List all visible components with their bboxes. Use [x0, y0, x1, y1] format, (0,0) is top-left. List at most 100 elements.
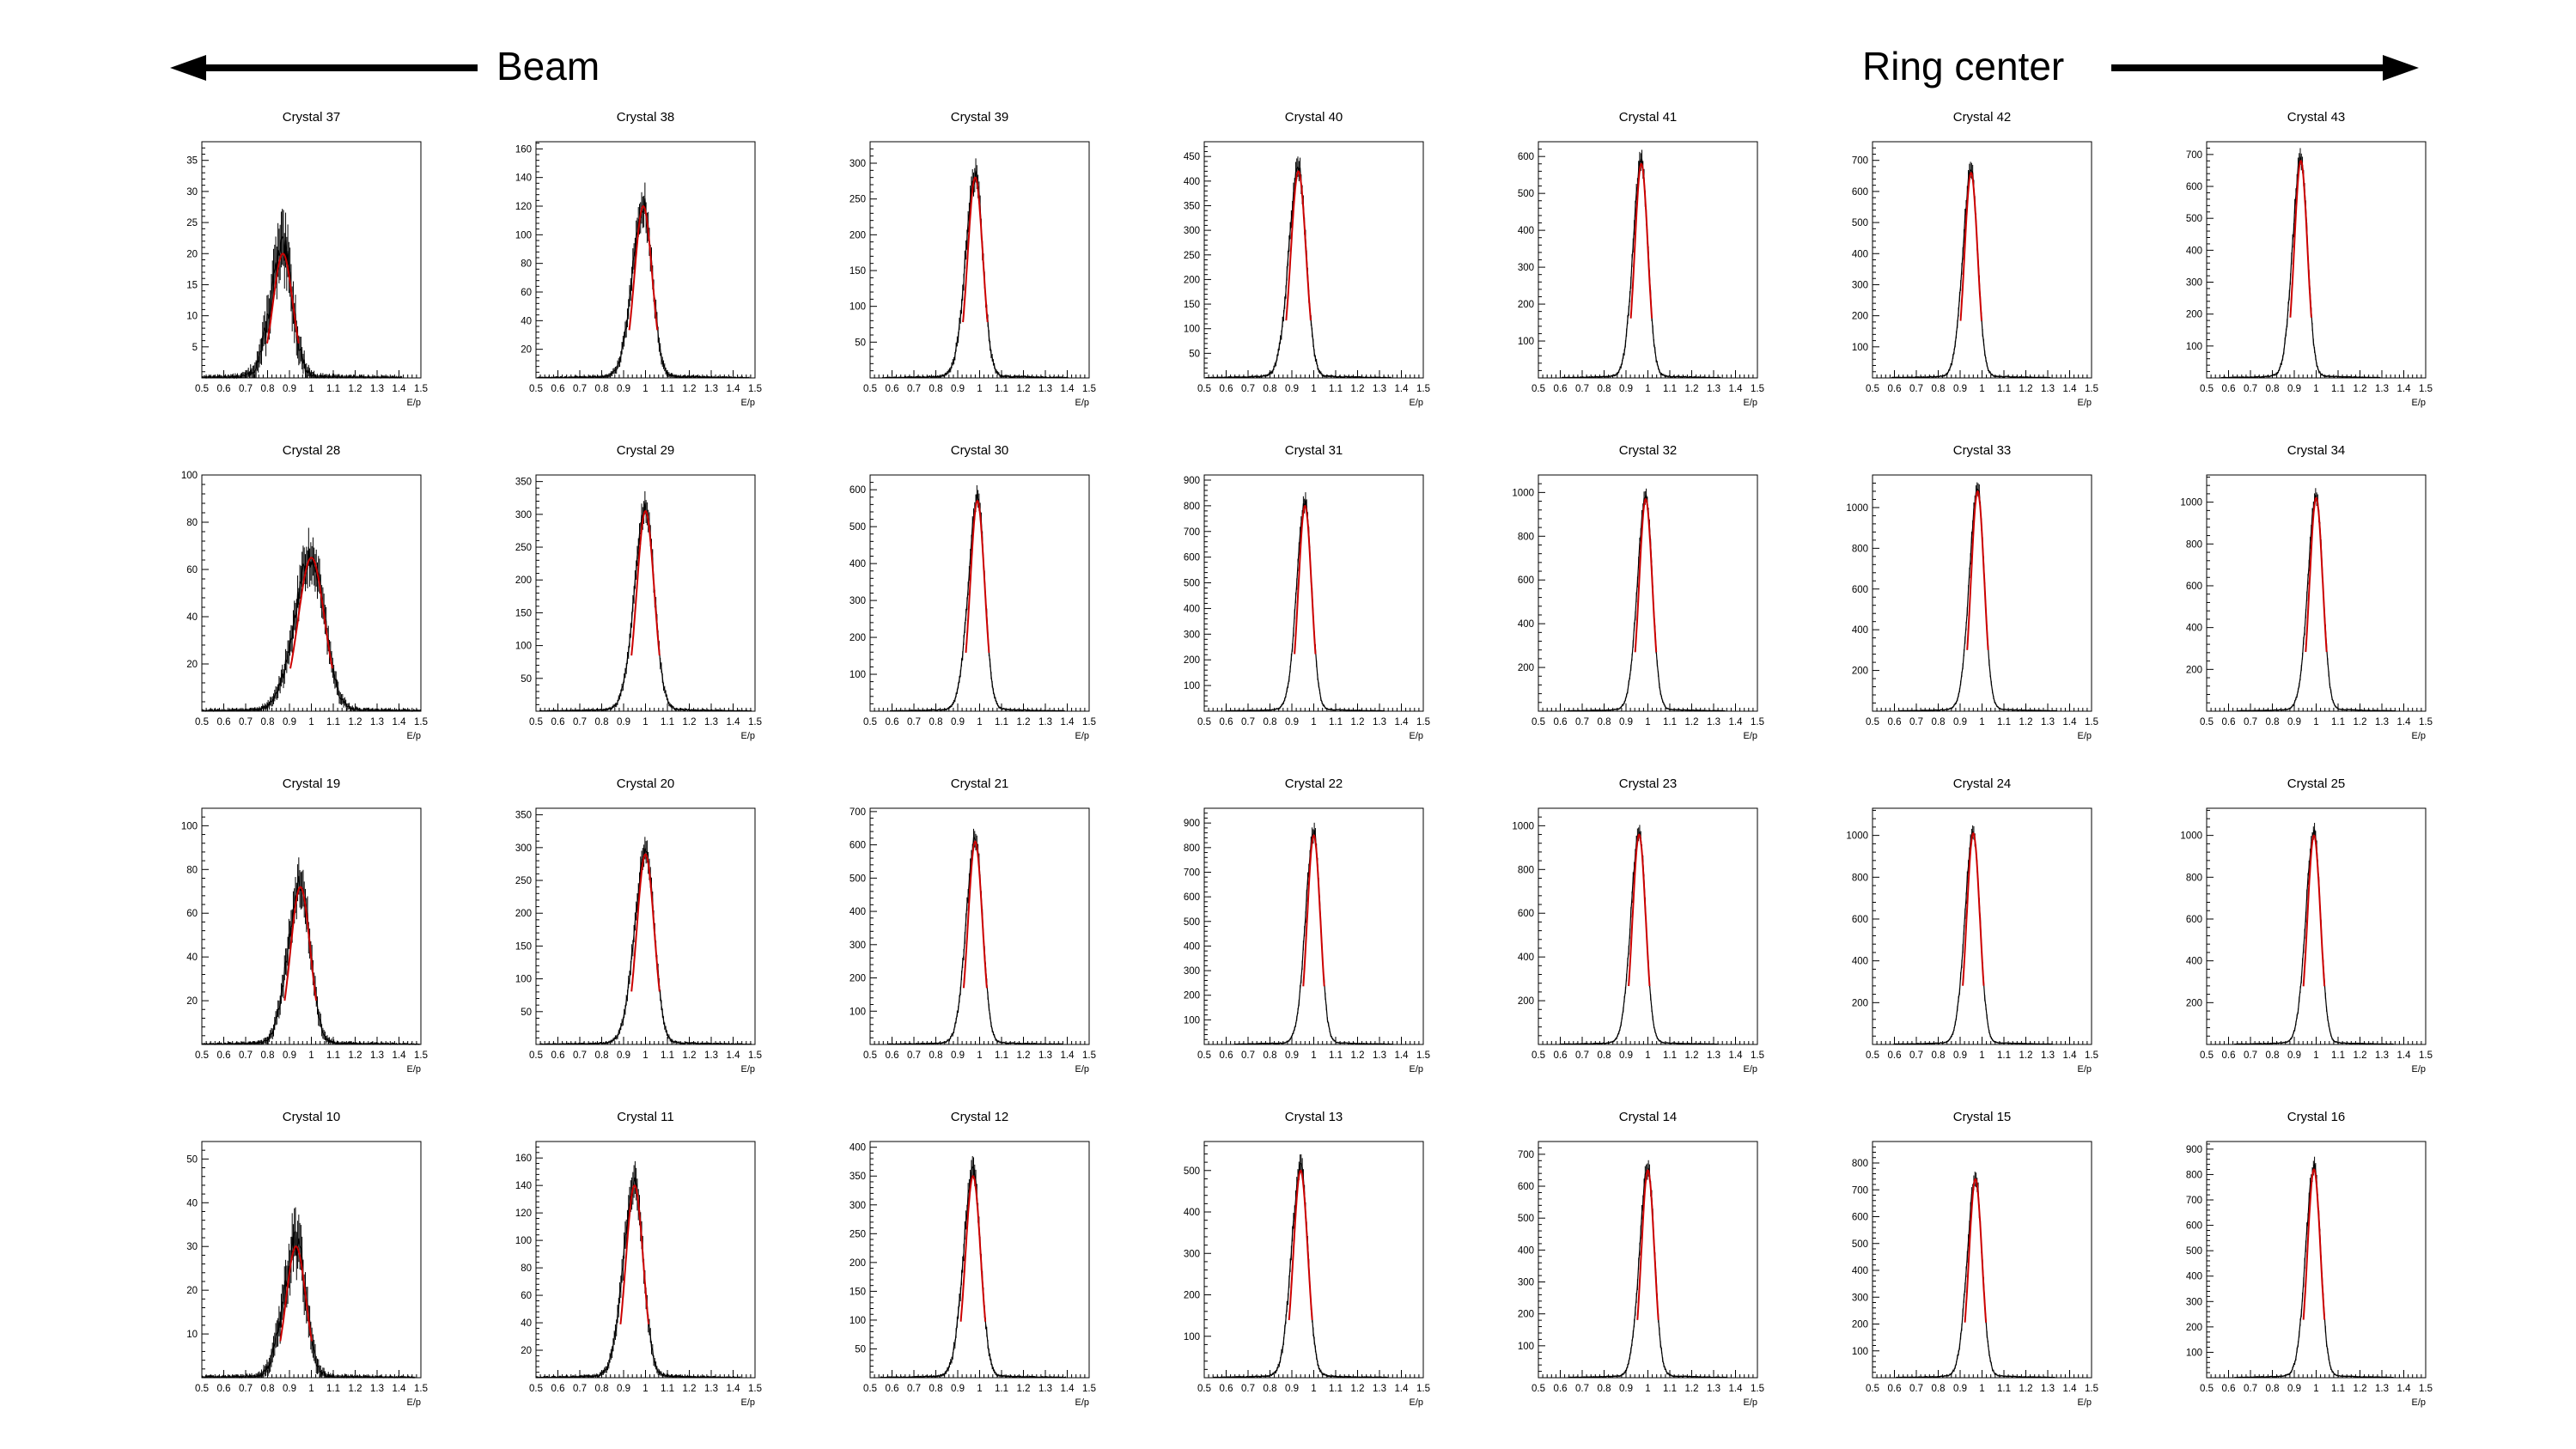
x-tick-label: 1.4	[2063, 717, 2078, 728]
x-tick-label: 1.1	[1997, 717, 2011, 728]
histogram-series	[1897, 482, 2058, 712]
y-tick-label: 80	[186, 518, 198, 528]
x-tick-label: 1.1	[326, 717, 340, 728]
histogram-series	[1561, 149, 1721, 379]
x-tick-label: 1.3	[1373, 1050, 1386, 1061]
y-tick-label: 600	[1184, 892, 1200, 903]
x-tick-label: 1.3	[704, 384, 718, 394]
histogram-panel: Crystal 29 0.5 0.6 0.7 0.8 0.9 1 1.1 1.2 1.3 1.4 1.…	[515, 443, 762, 741]
ring-center-label: Ring center	[1862, 44, 2064, 88]
x-tick-label: 0.6	[1554, 717, 1568, 728]
plot-frame	[1872, 474, 2092, 712]
gaussian-fit	[2305, 496, 2328, 653]
y-tick-label: 25	[186, 218, 198, 228]
y-tick-label: 200	[1184, 991, 1200, 1002]
panel-title: Crystal 32	[1619, 443, 1678, 458]
x-tick-label: 0.8	[595, 384, 609, 394]
x-tick-label: 1.3	[370, 717, 384, 728]
x-tick-label: 1.4	[1729, 384, 1744, 394]
histogram-panel: Crystal 30 0.5 0.6 0.7 0.8 0.9 1 1.1 1.2 1.3 1.4 1.…	[850, 443, 1096, 741]
x-tick-label: 0.9	[1619, 384, 1633, 394]
x-tick-label: 0.8	[1932, 717, 1946, 728]
x-tick-label: 0.5	[529, 717, 543, 728]
histogram-contents	[1897, 488, 2057, 712]
x-tick-label: 0.6	[551, 1050, 565, 1061]
y-tick-label: 350	[515, 478, 532, 488]
x-tick-label: 1.3	[1038, 1050, 1052, 1061]
x-tick-label: 1.4	[727, 384, 741, 394]
histogram-panel: Crystal 21 0.5 0.6 0.7 0.8 0.9 1 1.1 1.2 1.3 1.4 1.…	[850, 776, 1096, 1075]
y-tick-label: 300	[850, 941, 866, 951]
histogram-contents	[890, 494, 1065, 712]
gaussian-fit	[962, 176, 989, 323]
x-tick-label: 1.1	[661, 384, 674, 394]
y-tick-label: 100	[1184, 1015, 1200, 1026]
x-tick-label: 1.3	[370, 1050, 384, 1061]
x-tick-label: 0.6	[551, 717, 565, 728]
ring-center-arrow-head	[2383, 55, 2419, 81]
x-tick-label: 1.2	[1685, 717, 1699, 728]
x-tick-label: 0.9	[2287, 384, 2301, 394]
histogram-panel: Crystal 42 0.5 0.6 0.7 0.8 0.9 1 1.1 1.2 1.3 1.4 1.…	[1852, 110, 2098, 408]
x-tick-label: 1	[642, 384, 648, 394]
x-tick-label: 1.3	[2375, 717, 2389, 728]
y-tick-label: 200	[2186, 665, 2202, 675]
x-tick-label: 0.6	[217, 384, 231, 394]
y-tick-label: 100	[181, 821, 198, 831]
histogram-contents	[202, 546, 421, 712]
x-tick-label: 1.5	[414, 384, 428, 394]
histogram-panel: Crystal 37 0.5 0.6 0.7 0.8 0.9 1 1.1 1.2 1.3 1.4 1.…	[186, 110, 428, 408]
x-tick-label: 0.9	[1953, 384, 1967, 394]
x-tick-label: 0.6	[217, 1050, 231, 1061]
histogram-panel: Crystal 39 0.5 0.6 0.7 0.8 0.9 1 1.1 1.2 1.3 1.4 1.…	[850, 110, 1096, 408]
x-tick-label: 1.5	[414, 717, 428, 728]
x-tick-label: 1.2	[683, 717, 697, 728]
y-tick-label: 40	[521, 316, 532, 326]
y-tick-label: 140	[515, 174, 532, 184]
x-tick-label: 0.9	[1285, 384, 1299, 394]
x-tick-label: 0.6	[886, 384, 899, 394]
panel-title: Crystal 20	[617, 776, 675, 791]
x-tick-label: 0.8	[2266, 717, 2280, 728]
x-tick-label: 0.8	[595, 717, 609, 728]
x-tick-label: 0.5	[1197, 1050, 1211, 1061]
x-axis-label: E/p	[1075, 398, 1089, 408]
x-tick-label: 1.4	[393, 384, 407, 394]
panel-title: Crystal 42	[1953, 110, 2012, 125]
panel-title: Crystal 21	[951, 776, 1009, 791]
y-tick-label: 500	[2186, 214, 2202, 224]
x-axis-label: E/p	[740, 731, 755, 741]
x-tick-label: 1	[1645, 384, 1650, 394]
y-tick-label: 400	[2186, 246, 2202, 256]
x-axis-label: E/p	[2411, 731, 2426, 741]
y-tick-label: 1000	[1512, 488, 1534, 498]
x-tick-label: 0.8	[929, 1050, 943, 1061]
x-tick-label: 1.5	[1751, 717, 1764, 728]
y-tick-label: 600	[1852, 187, 1868, 198]
x-tick-label: 1	[977, 384, 982, 394]
x-tick-label: 1.5	[1416, 1050, 1430, 1061]
gaussian-fit	[1966, 490, 1989, 650]
y-tick-label: 200	[1852, 667, 1868, 677]
x-tick-label: 0.8	[595, 1050, 609, 1061]
x-tick-label: 0.7	[573, 384, 587, 394]
panel-title: Crystal 30	[951, 443, 1009, 458]
x-tick-label: 1.1	[1663, 384, 1677, 394]
y-tick-label: 300	[515, 843, 532, 854]
y-tick-label: 400	[2186, 624, 2202, 634]
x-tick-label: 1.4	[1061, 717, 1075, 728]
beam-arrow-head	[170, 55, 206, 81]
y-tick-label: 50	[521, 674, 532, 685]
histogram-panel: Crystal 230.5 0.6 0.7 0.8 0.9 1 1.1 1.2 1.3 1.4 1.…	[1512, 776, 1764, 1075]
x-tick-label: 1.3	[1707, 717, 1720, 728]
y-tick-label: 40	[186, 953, 198, 963]
y-tick-label: 100	[515, 642, 532, 652]
x-tick-label: 0.7	[1241, 384, 1255, 394]
y-tick-label: 60	[521, 288, 532, 298]
panel-title: Crystal 22	[1285, 776, 1343, 791]
ring-center-direction: Ring center	[1862, 44, 2419, 88]
y-tick-label: 300	[1184, 966, 1200, 977]
x-tick-label: 0.8	[2266, 384, 2280, 394]
plot-frame	[201, 807, 422, 1045]
histogram-grid: Crystal 37 0.5 0.6 0.7 0.8 0.9 1 1.1 1.2 1.3 1.4 1.…	[181, 110, 2433, 1408]
